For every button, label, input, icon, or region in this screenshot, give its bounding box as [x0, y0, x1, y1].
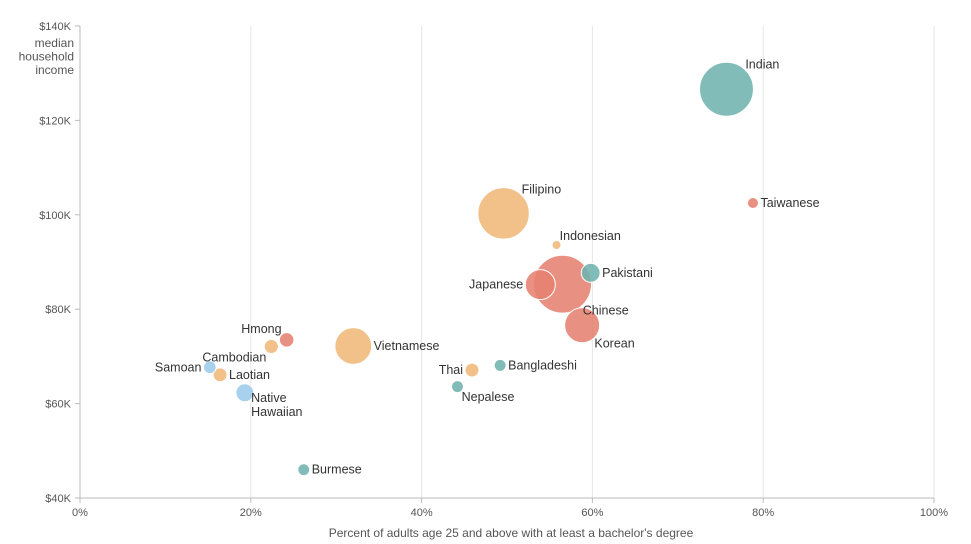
bubble-native-hawaiian[interactable]	[235, 383, 255, 403]
y-axis-title: median household income	[19, 36, 75, 77]
bubbles	[202, 61, 759, 477]
y-tick-label: $60K	[45, 399, 71, 411]
bubble-nepalese[interactable]	[451, 380, 464, 394]
bubble-laotian[interactable]	[212, 367, 228, 383]
bubble-label-chinese: Chinese	[583, 303, 629, 317]
bubble-korean[interactable]	[564, 307, 601, 344]
bubble-label-vietnamese: Vietnamese	[374, 339, 440, 353]
bubble-label-indian: Indian	[745, 57, 779, 71]
bubble-label-indonesian: Indonesian	[560, 229, 621, 243]
bubble-japanese[interactable]	[524, 269, 556, 301]
bubble-label-cambodian: Cambodian	[202, 350, 266, 364]
bubble-label-native-hawaiian: Native Hawaiian	[251, 391, 302, 419]
bubble-samoan[interactable]	[202, 360, 217, 375]
x-tick-label: 60%	[581, 507, 603, 519]
y-tick-label: $140K	[39, 21, 71, 33]
x-tick-label: 40%	[411, 507, 433, 519]
bubble-label-filipino: Filipino	[522, 182, 562, 196]
x-tick-label: 0%	[72, 507, 88, 519]
bubble-label-hmong: Hmong	[241, 322, 281, 336]
bubble-label-thai: Thai	[439, 363, 463, 377]
bubble-indonesian[interactable]	[551, 240, 562, 251]
bubble-pakistani[interactable]	[580, 262, 601, 283]
vertical-gridlines	[250, 26, 935, 498]
x-tick-label: 20%	[240, 507, 262, 519]
y-tick-label: $40K	[45, 493, 71, 505]
x-axis-title: Percent of adults age 25 and above with …	[329, 526, 694, 540]
bubble-filipino[interactable]	[477, 187, 530, 240]
bubble-burmese[interactable]	[297, 463, 311, 477]
bubble-label-bangladeshi: Bangladeshi	[508, 358, 577, 372]
bubble-cambodian[interactable]	[263, 338, 279, 355]
x-axis-ticks: 0% 20% 40% 60% 80% 100%	[72, 498, 948, 519]
bubble-thai[interactable]	[464, 362, 480, 378]
bubble-label-pakistani: Pakistani	[602, 266, 653, 280]
bubble-label-samoan: Samoan	[155, 360, 202, 374]
y-tick-label: $100K	[39, 210, 71, 222]
x-tick-label: 100%	[920, 507, 948, 519]
bubble-bangladeshi[interactable]	[493, 358, 507, 372]
bubble-label-laotian: Laotian	[229, 368, 270, 382]
bubble-label-nepalese: Nepalese	[462, 390, 515, 404]
bubble-taiwanese[interactable]	[746, 196, 759, 210]
bubble-label-japanese: Japanese	[469, 278, 523, 292]
y-tick-label: $80K	[45, 304, 71, 316]
y-axis-ticks: $40K $60K $80K $100K $120K $140K	[39, 21, 80, 505]
bubble-label-burmese: Burmese	[312, 463, 362, 477]
bubble-label-taiwanese: Taiwanese	[760, 196, 819, 210]
x-tick-label: 80%	[752, 507, 774, 519]
bubble-label-korean: Korean	[594, 337, 634, 351]
y-tick-label: $120K	[39, 115, 71, 127]
bubble-hmong[interactable]	[278, 332, 295, 348]
bubble-labels: Indian Taiwanese Filipino Indonesian Pakista…	[155, 57, 820, 476]
bubble-vietnamese[interactable]	[334, 327, 373, 365]
bubble-indian[interactable]	[699, 61, 754, 117]
